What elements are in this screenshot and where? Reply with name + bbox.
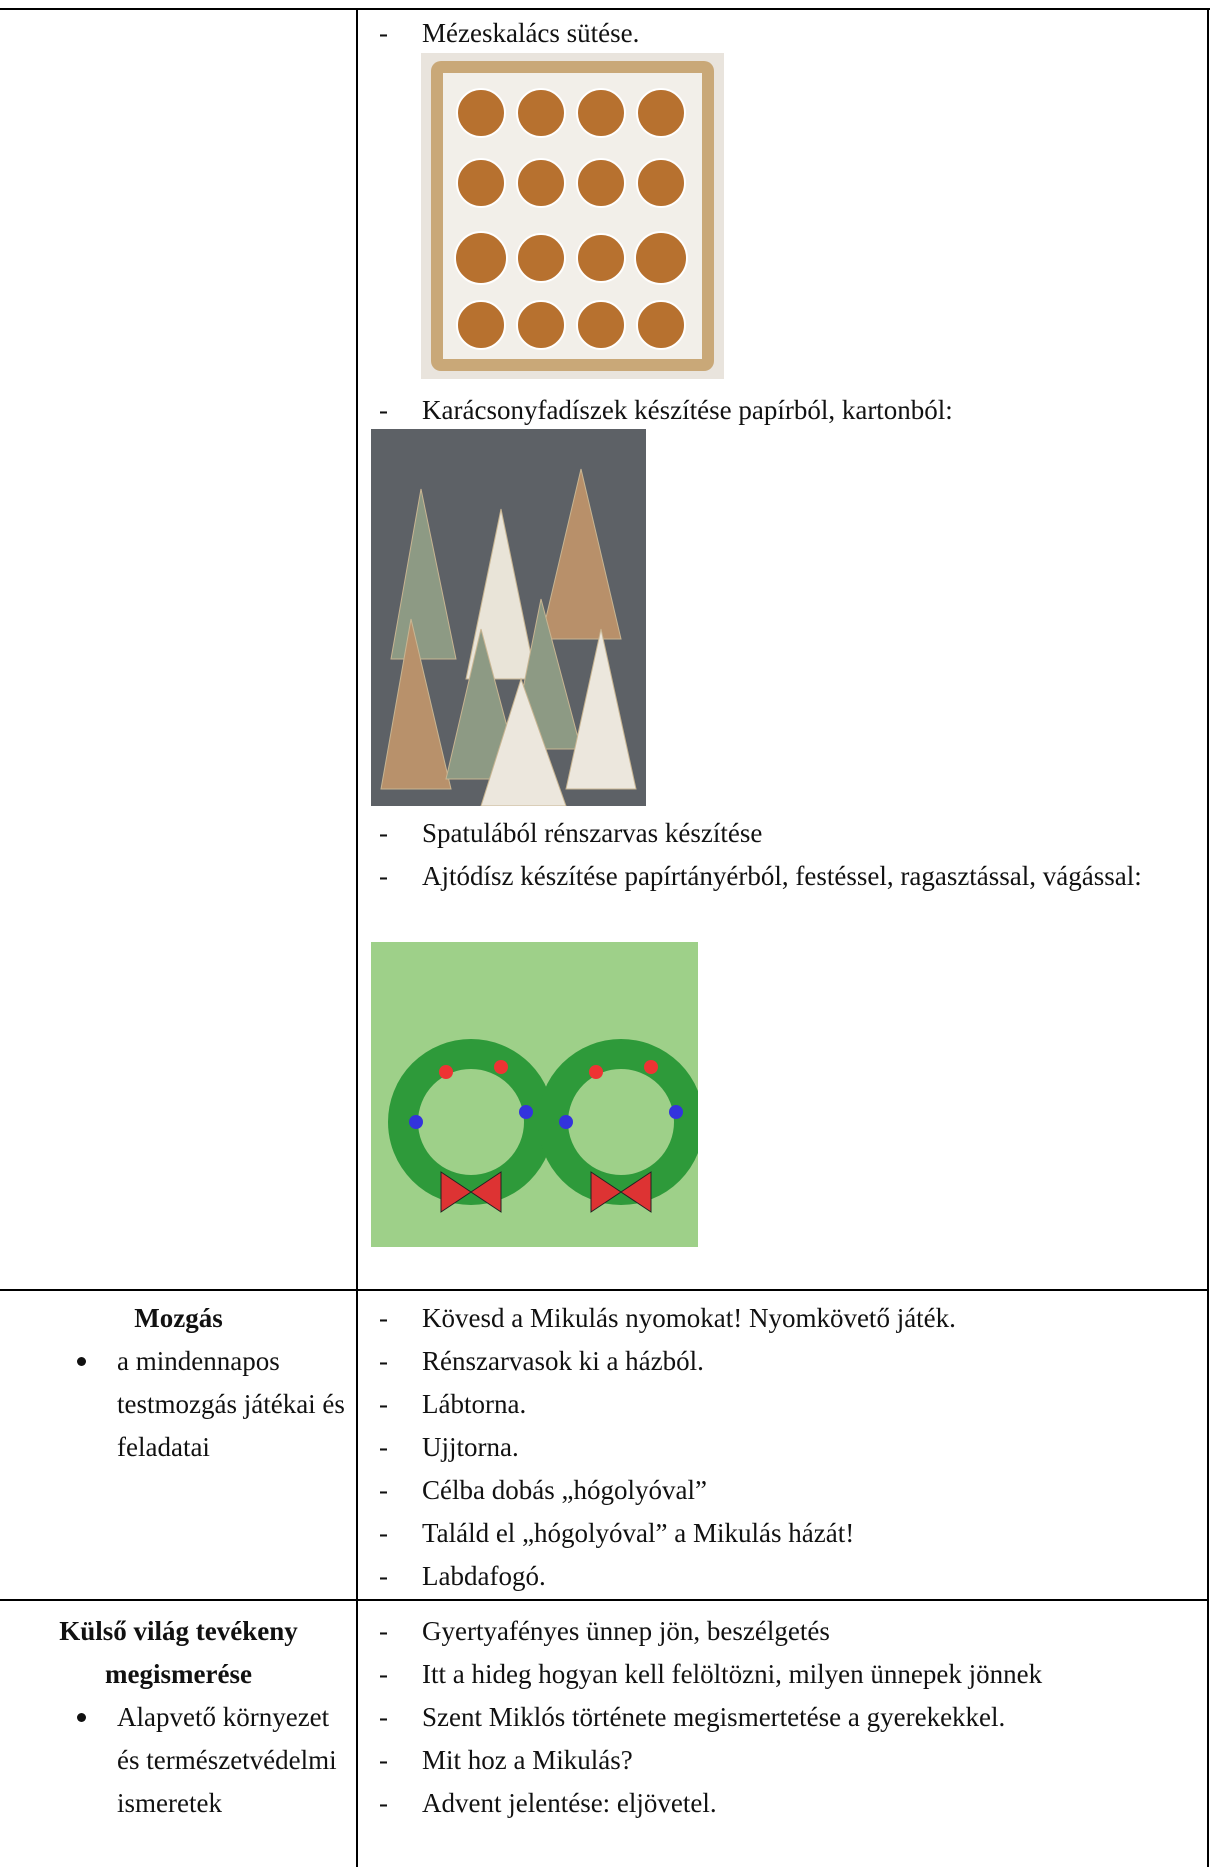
activity: Advent jelentése: eljövetel.	[379, 1782, 1199, 1825]
area-title: Mozgás	[134, 1303, 223, 1333]
activity-list: Spatulából rénszarvas készítése Ajtódísz…	[379, 812, 1199, 898]
table-border	[1207, 8, 1209, 1867]
gingerbread-image	[421, 53, 724, 379]
activity: Célba dobás „hógolyóval”	[379, 1469, 1199, 1512]
activity-list: Mézeskalács sütése.	[379, 12, 1199, 55]
activity-list: Kövesd a Mikulás nyomokat! Nyomkövető já…	[379, 1297, 1199, 1598]
activity: Ujjtorna.	[379, 1426, 1199, 1469]
activity: Találd el „hógolyóval” a Mikulás házát!	[379, 1512, 1199, 1555]
area: Mozgás a mindennapos testmozgás játékai …	[0, 1297, 357, 1469]
activity: Mit hoz a Mikulás?	[379, 1739, 1199, 1782]
activity-list: Karácsonyfadíszek készítése papírból, ka…	[379, 389, 1199, 432]
activity: Rénszarvasok ki a házból.	[379, 1340, 1199, 1383]
row-divider	[0, 1289, 1209, 1291]
activity-list: Gyertyafényes ünnep jön, beszélgetésItt …	[379, 1610, 1199, 1825]
wreath-image	[371, 942, 698, 1247]
activity: Lábtorna.	[379, 1383, 1199, 1426]
row-divider	[0, 1599, 1209, 1601]
area: Külső világ tevékeny megismerése Alapvet…	[0, 1610, 357, 1825]
area-item: Alapvető környezet és természetvédelmi i…	[77, 1696, 349, 1825]
activity: Ajtódísz készítése papírtányérból, festé…	[379, 855, 1197, 898]
area-title: Külső világ tevékeny megismerése	[59, 1616, 298, 1689]
activity: Spatulából rénszarvas készítése	[379, 812, 1199, 855]
activity: Itt a hideg hogyan kell felöltözni, mily…	[379, 1653, 1199, 1696]
table-border	[0, 8, 1210, 10]
area-item: a mindennapos testmozgás játékai és fela…	[77, 1340, 349, 1469]
tree-ornament-image	[371, 429, 646, 806]
activity: Kövesd a Mikulás nyomokat! Nyomkövető já…	[379, 1297, 1199, 1340]
activity: Mézeskalács sütése.	[379, 12, 1199, 55]
activity: Karácsonyfadíszek készítése papírból, ka…	[379, 389, 1199, 432]
activity: Labdafogó.	[379, 1555, 1199, 1598]
column-divider	[356, 8, 358, 1867]
activity: Gyertyafényes ünnep jön, beszélgetés	[379, 1610, 1199, 1653]
activity: Szent Miklós története megismertetése a …	[379, 1696, 1199, 1739]
